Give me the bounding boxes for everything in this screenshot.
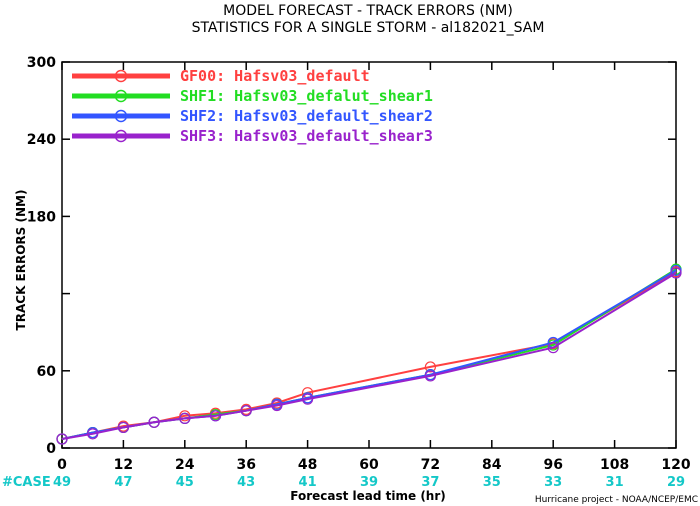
data-point [547, 342, 559, 354]
data-point [302, 393, 314, 405]
case-count-label: 39 [360, 475, 378, 490]
legend-entry-label: GF00: Hafsv03_default [180, 67, 370, 85]
y-tick-label: 240 [27, 132, 56, 148]
x-tick-label: 84 [482, 457, 502, 473]
case-count-label: 33 [544, 475, 562, 490]
data-point [424, 370, 436, 382]
case-row-label: #CASE [2, 475, 51, 490]
legend-entry-label: SHF2: Hafsv03_default_shear2 [180, 107, 433, 125]
x-tick-label: 72 [421, 457, 440, 473]
y-tick-label: 300 [27, 55, 56, 71]
case-count-label: 37 [421, 475, 439, 490]
case-count-label: 45 [176, 475, 194, 490]
data-point [424, 361, 436, 373]
case-count-label: 41 [299, 475, 317, 490]
data-point [179, 412, 191, 425]
plot-area: 0 60 180 240 300 0 49 12 47 24 45 36 43 48 41 60 39 72 37 8… [2, 55, 691, 490]
legend-swatch-marker [114, 109, 128, 123]
legend-entry-label: SHF1: Hafsv03_defalut_shear1 [180, 87, 433, 105]
case-count-label: 31 [606, 475, 624, 490]
x-tick-label: 48 [298, 457, 317, 473]
x-tick-label: 36 [236, 457, 255, 473]
y-tick-label: 60 [37, 364, 57, 380]
y-tick-label: 180 [27, 209, 56, 225]
x-tick-label: 96 [543, 457, 562, 473]
legend-swatch-marker [114, 69, 128, 83]
data-point [240, 405, 252, 417]
y-tick-label: 0 [46, 441, 56, 457]
x-tick-label: 108 [600, 457, 629, 473]
x-tick-label: 0 [57, 457, 67, 473]
data-point [117, 421, 130, 434]
data-point [670, 267, 682, 279]
x-tick-label: 60 [359, 457, 379, 473]
data-point [209, 410, 222, 422]
x-tick-label: 12 [114, 457, 133, 473]
chart-title: MODEL FORECAST - TRACK ERRORS (NM) [223, 3, 513, 19]
legend-entry-label: SHF3: Hafsv03_default_shear3 [180, 127, 433, 145]
x-axis-label: Forecast lead time (hr) [290, 489, 446, 503]
legend-swatch-marker [114, 129, 128, 143]
data-point [87, 428, 99, 440]
y-axis-label: TRACK ERRORS (NM) [14, 190, 28, 331]
chart-subtitle: STATISTICS FOR A SINGLE STORM - al182021… [192, 20, 545, 36]
series-line-4 [61, 272, 677, 440]
series-line-3 [61, 269, 677, 440]
x-tick-label: 120 [661, 457, 690, 473]
series-line-1 [61, 270, 677, 440]
data-point [148, 416, 160, 428]
data-point [56, 433, 68, 445]
case-count-label: 43 [237, 475, 255, 490]
case-count-label: 29 [667, 475, 685, 490]
x-tick-label: 24 [175, 457, 195, 473]
data-point [179, 410, 191, 422]
credit-text: Hurricane project - NOAA/NCEP/EMC [535, 495, 698, 505]
case-count-label: 35 [483, 475, 501, 490]
data-point [271, 399, 283, 412]
case-count-label: 47 [114, 475, 132, 490]
legend-swatch-marker [114, 89, 128, 103]
series-line-2 [61, 268, 677, 440]
data-point [670, 264, 682, 277]
case-count-label: 49 [53, 475, 71, 490]
